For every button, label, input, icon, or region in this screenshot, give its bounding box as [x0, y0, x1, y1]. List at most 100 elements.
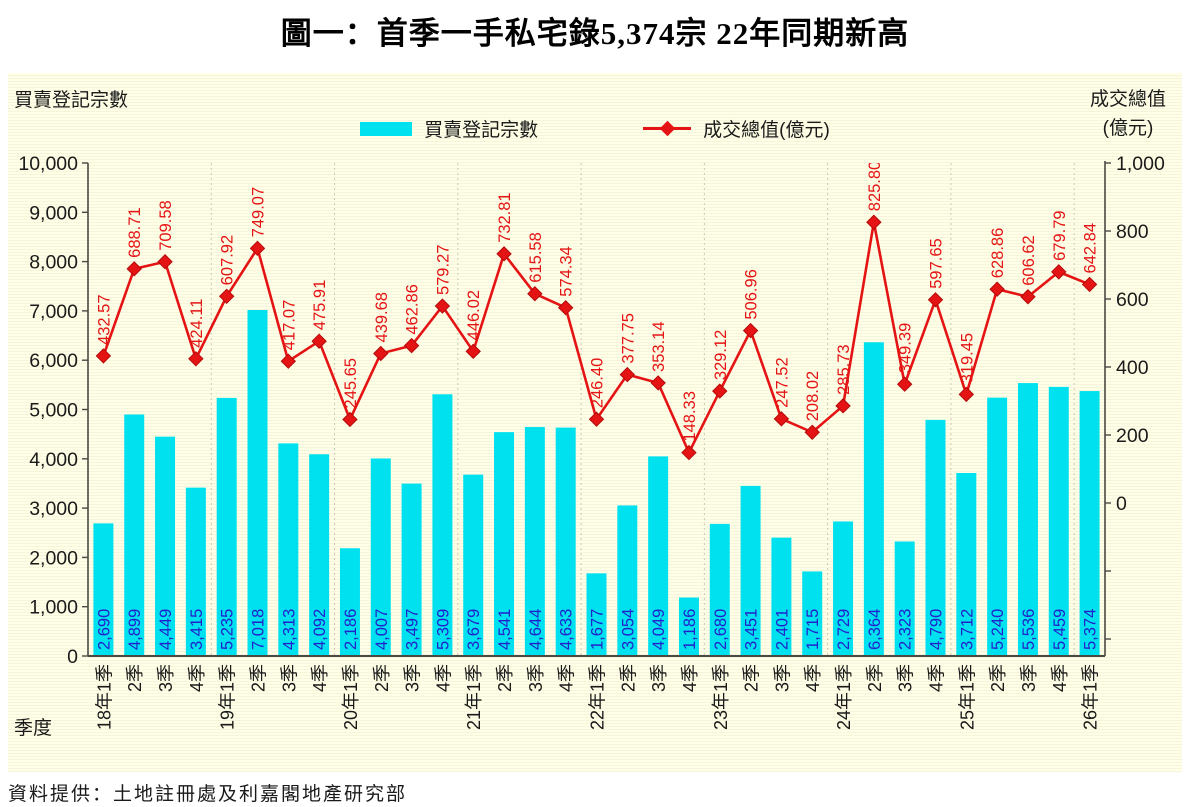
diamond-marker — [896, 376, 913, 392]
page-title: 圖一：首季一手私宅錄5,374宗 22年同期新高 — [280, 16, 910, 51]
diamond-marker — [927, 292, 944, 308]
bar-value-label: 3,712 — [958, 609, 976, 650]
bar-value-label: 4,790 — [928, 609, 946, 650]
bar-value-label: 5,240 — [989, 609, 1007, 650]
diamond-marker — [804, 424, 820, 440]
line-value-label: 246.40 — [589, 358, 607, 408]
x-axis-tick-label: 3季 — [403, 664, 423, 692]
line-value-label: 208.02 — [804, 371, 822, 421]
x-axis-tick-label: 2季 — [495, 664, 515, 692]
x-axis-tick-label: 19年1季 — [218, 664, 238, 730]
bar-value-label: 1,715 — [804, 609, 822, 650]
bar — [524, 427, 545, 656]
bar-value-label: 5,459 — [1051, 609, 1069, 650]
x-axis-tick-label: 2季 — [125, 664, 145, 692]
line-value-label: 732.81 — [496, 192, 514, 242]
diamond-marker — [1081, 276, 1098, 293]
right-axis-tick-label: 0 — [1116, 493, 1127, 515]
x-axis-tick-label: 3季 — [772, 664, 792, 692]
bar-value-label: 4,449 — [157, 609, 175, 650]
diamond-marker — [311, 333, 327, 349]
bar-value-label: 1,186 — [681, 609, 699, 650]
bar-value-label: 2,323 — [897, 609, 915, 650]
bar — [432, 394, 453, 656]
x-axis-tick-label: 2季 — [372, 664, 392, 692]
diamond-marker — [619, 366, 636, 383]
x-axis-tick-label: 2季 — [618, 664, 638, 692]
line-value-label: 749.07 — [250, 187, 268, 237]
left-axis-tick-label: 5,000 — [29, 400, 78, 422]
x-axis-tick-label: 21年1季 — [464, 664, 484, 730]
chart-panel: 買賣登記宗數 成交總值 (億元) 買賣登記宗數 成交總值(億元) 2,690 4,… — [8, 73, 1182, 772]
right-axis-tick-label: 800 — [1116, 221, 1149, 243]
bar-value-label: 4,049 — [650, 609, 668, 650]
line-value-label: 353.14 — [650, 321, 668, 371]
diamond-marker — [465, 343, 481, 360]
bar — [709, 523, 730, 656]
line-value-label: 432.57 — [95, 294, 113, 344]
x-axis-tick-label: 3季 — [649, 664, 669, 692]
bar — [155, 436, 176, 656]
line-value-label: 424.11 — [188, 299, 206, 348]
line-value-label: 679.79 — [1051, 210, 1069, 260]
x-axis-tick-label: 3季 — [526, 664, 546, 692]
bar — [494, 432, 515, 656]
bar — [339, 548, 360, 656]
x-axis-tick-label: 2季 — [742, 664, 762, 692]
bar-value-label: 7,018 — [250, 609, 268, 650]
diamond-marker — [403, 337, 420, 354]
bar — [216, 397, 237, 656]
bar-value-label: 3,679 — [465, 609, 483, 650]
line-value-label: 245.65 — [342, 358, 360, 408]
bar-value-label: 4,644 — [527, 609, 545, 650]
right-axis-title-line1: 成交總值 — [1089, 89, 1166, 110]
legend-line-label: 成交總值(億元) — [703, 120, 830, 141]
diamond-marker — [835, 398, 851, 414]
bar-value-label: 4,541 — [496, 609, 514, 650]
legend-bars-label: 買賣登記宗數 — [424, 120, 539, 141]
line-value-label: 607.92 — [219, 235, 237, 285]
diamond-marker — [157, 254, 173, 270]
line-value-label: 574.34 — [558, 246, 576, 296]
bar — [124, 414, 145, 656]
line-value-label: 615.58 — [527, 232, 545, 282]
bar-value-label: 2,729 — [835, 609, 853, 650]
line-value-label: 329.12 — [712, 330, 730, 380]
bar — [987, 397, 1008, 656]
data-source-note: 資料提供：土地註冊處及利嘉閣地產研究部 — [8, 784, 408, 805]
right-axis-tick-label: 1,000 — [1116, 153, 1165, 175]
left-axis-tick-label: 10,000 — [18, 153, 78, 175]
bar — [771, 537, 792, 656]
x-axis-tick-label: 4季 — [1050, 664, 1070, 692]
bar — [93, 523, 114, 656]
bar-value-label: 6,364 — [866, 609, 884, 650]
bar — [185, 487, 206, 656]
x-axis-tick-label: 4季 — [310, 664, 330, 692]
left-axis-tick-label: 9,000 — [29, 202, 78, 224]
bar-value-label: 2,401 — [773, 609, 791, 650]
x-axis-tick-label: 4季 — [187, 664, 207, 692]
diamond-marker — [958, 386, 975, 403]
x-axis-tick-label: 20年1季 — [341, 664, 361, 730]
bar — [555, 427, 576, 656]
bar-value-label: 5,374 — [1082, 609, 1100, 650]
left-axis-tick-label: 1,000 — [29, 597, 78, 619]
line-value-labels: 432.57 688.71 709.58 424.11 607.92 749.07 417.… — [95, 163, 1099, 442]
left-axis-tick-label: 8,000 — [29, 252, 78, 274]
x-axis-tick-label: 3季 — [156, 664, 176, 692]
diamond-marker — [1020, 289, 1036, 305]
x-axis-title: 季度 — [14, 718, 53, 739]
bar-value-label: 3,054 — [619, 609, 637, 650]
bar — [956, 472, 977, 656]
line-value-label: 688.71 — [126, 207, 144, 257]
bar-swatch-icon — [360, 121, 413, 136]
bar — [740, 485, 761, 656]
bar — [247, 310, 268, 656]
bar — [894, 541, 915, 656]
bar-value-label: 2,680 — [712, 609, 730, 650]
bar-value-label: 5,536 — [1020, 609, 1038, 650]
diamond-marker — [95, 348, 112, 364]
x-axis-labels: 18年1季 2季 3季 4季 19年1季 2季 3季 4季 20年1季 2季 3季 4季 21年1季 2季… — [94, 664, 1100, 730]
diamond-marker — [342, 411, 358, 428]
line-markers — [95, 214, 1098, 461]
